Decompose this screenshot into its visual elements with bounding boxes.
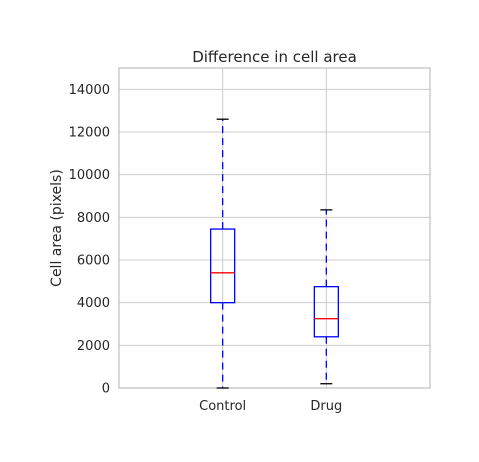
y-tick-label: 0 — [102, 382, 110, 397]
box-drug — [313, 209, 339, 385]
y-tick-label: 12000 — [69, 126, 110, 141]
x-axis-ticks: Control Drug — [199, 399, 342, 414]
x-tick-label: Control — [199, 399, 246, 414]
y-tick-label: 8000 — [77, 211, 110, 226]
x-tick-label: Drug — [310, 399, 342, 414]
iqr-box — [210, 228, 236, 304]
grid-lines — [119, 68, 430, 389]
chart-title: Difference in cell area — [192, 48, 357, 66]
iqr-box — [313, 286, 339, 338]
y-axis-ticks: 0 2000 4000 6000 8000 10000 12000 14000 — [69, 83, 110, 397]
y-tick-label: 2000 — [77, 339, 110, 354]
y-tick-label: 6000 — [77, 254, 110, 269]
boxes — [210, 118, 339, 389]
y-tick-label: 14000 — [69, 83, 110, 98]
y-tick-label: 4000 — [77, 296, 110, 311]
y-tick-label: 10000 — [69, 168, 110, 183]
plot-frame — [118, 67, 431, 389]
box-control — [210, 118, 236, 389]
y-axis-label: Cell area (pixels) — [49, 169, 65, 287]
